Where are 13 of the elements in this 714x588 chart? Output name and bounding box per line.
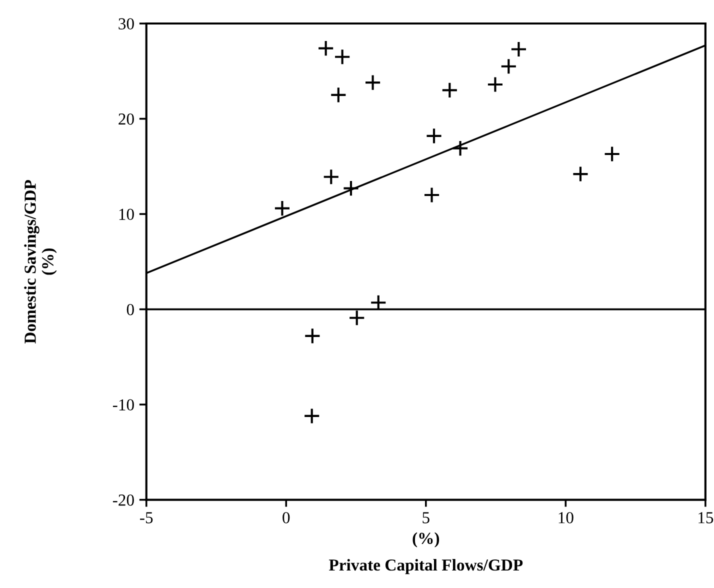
y-tick-label: 20 — [118, 113, 134, 125]
y-tick-label: 10 — [119, 208, 134, 220]
y-tick-label: 0 — [126, 304, 134, 316]
x-tick-label: 15 — [698, 512, 714, 524]
y-tick-label: -20 — [112, 494, 134, 506]
x-axis-title: (%) Private Capital Flows/GDP — [328, 532, 523, 574]
x-tick-label: 0 — [282, 512, 290, 524]
x-tick-label: 10 — [558, 512, 574, 524]
x-tick-label: 5 — [422, 512, 430, 524]
x-tick-label: -5 — [140, 512, 153, 524]
y-tick-label: -10 — [112, 399, 134, 410]
y-axis-title: Domestic Savings/GDP (%) — [24, 180, 57, 344]
y-tick-label: 30 — [118, 18, 134, 30]
